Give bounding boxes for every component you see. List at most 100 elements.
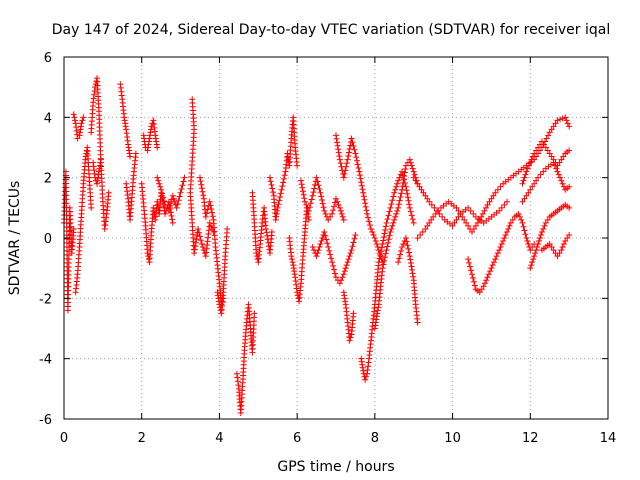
data-point [167,200,174,207]
data-point [453,204,460,211]
x-tick-label: 14 [600,431,617,446]
data-point [424,195,431,202]
data-point [335,146,342,153]
data-point [149,120,156,127]
data-point [505,225,512,232]
data-point [531,180,538,187]
data-point [540,225,547,232]
data-point [347,142,354,149]
data-point [515,210,522,217]
data-point [398,190,405,197]
data-point [337,160,344,167]
data-point [314,178,321,185]
data-point [346,146,353,153]
data-point [484,201,491,208]
data-point [276,197,283,204]
data-point [531,150,538,157]
y-tick-label: -2 [39,292,52,307]
data-point [478,213,485,220]
data-point [407,208,414,215]
data-point [558,156,565,163]
data-point [388,201,395,208]
data-point [288,253,295,260]
data-point [485,271,492,278]
data-point [410,219,417,226]
data-point [309,192,316,199]
data-point [402,166,409,173]
data-point [540,141,547,148]
data-point [280,179,287,186]
data-point [206,219,213,226]
data-point [313,174,320,181]
data-point [311,185,318,192]
data-point [349,243,356,250]
data-point [169,216,176,223]
data-point [78,120,85,127]
data-point [422,192,429,199]
data-point [395,259,402,266]
data-point [404,190,411,197]
data-point [197,233,203,240]
data-point [408,263,415,270]
data-point [558,247,565,254]
data-point [268,228,275,235]
data-point [399,186,406,193]
data-point [401,169,408,176]
data-point [378,244,385,251]
data-point [407,256,414,263]
data-point [373,241,380,248]
data-point [363,373,370,380]
data-point [327,213,334,220]
data-point [321,207,328,214]
data-point [308,196,315,203]
data-point [468,267,475,274]
data-point [334,198,341,205]
axis-ticks: 0 2 4 6 8 10 12 14 -6 -4 -2 0 2 4 6 [39,51,616,446]
data-point [488,195,495,202]
data-point [361,196,368,203]
data-point [93,78,100,85]
data-point [268,181,275,188]
data-point [377,251,384,258]
data-point [483,277,490,284]
data-point [533,147,540,154]
data-point [522,171,529,178]
data-point [449,222,456,229]
data-point [537,231,544,238]
data-point [380,233,387,240]
data-point [277,190,284,197]
data-point [381,257,388,264]
data-point [384,216,391,223]
data-point [346,253,353,260]
data-point [566,204,573,211]
data-point [481,207,488,214]
data-point [494,186,501,193]
data-point [326,247,333,254]
data-point [534,244,541,251]
data-point [169,192,176,199]
data-point [482,204,489,211]
data-point [406,249,413,256]
data-point [405,197,412,204]
data-point [470,210,477,217]
data-point [350,142,357,149]
data-point [337,207,344,214]
data-point [71,114,78,121]
data-point [166,204,173,211]
data-point [407,159,414,166]
data-point [524,238,531,245]
y-tick-label: 6 [44,51,52,66]
data-point [317,241,324,248]
data-point [358,182,365,189]
data-point [559,115,566,122]
data-point [331,266,338,273]
data-point [527,247,534,254]
data-point [480,283,487,290]
data-point [180,178,187,185]
data-point [254,256,261,263]
data-point [197,178,204,185]
data-point [306,204,313,211]
data-point [466,259,473,266]
data-point [356,172,363,179]
data-point [491,259,498,266]
